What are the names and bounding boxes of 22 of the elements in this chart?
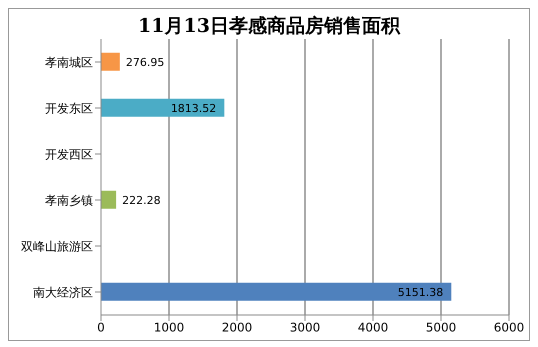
bar <box>101 52 120 71</box>
chart-title: 11月13日孝感商品房销售面积 <box>137 14 402 39</box>
bar <box>101 98 224 117</box>
data-label: 5151.38 <box>398 286 444 299</box>
x-tick-label: 2000 <box>222 320 252 335</box>
bar <box>101 190 116 209</box>
x-tick-label: 5000 <box>426 320 456 335</box>
y-tick-label: 开发西区 <box>45 147 93 162</box>
x-tick-label: 3000 <box>290 320 320 335</box>
data-label: 1813.52 <box>170 102 216 115</box>
x-tick-label: 1000 <box>154 320 184 335</box>
bar <box>101 282 452 301</box>
x-tick-label: 6000 <box>494 320 524 335</box>
y-tick-label: 开发东区 <box>45 101 93 116</box>
y-tick-label: 孝南城区 <box>45 55 93 70</box>
x-tick-label: 0 <box>97 320 105 335</box>
y-tick-label: 双峰山旅游区 <box>21 239 93 254</box>
y-tick-label: 南大经济区 <box>33 285 93 300</box>
y-tick-label: 孝南乡镇 <box>45 193 93 208</box>
data-label: 276.95 <box>126 56 164 69</box>
data-label: 222.28 <box>122 194 161 207</box>
x-tick-label: 4000 <box>358 320 388 335</box>
